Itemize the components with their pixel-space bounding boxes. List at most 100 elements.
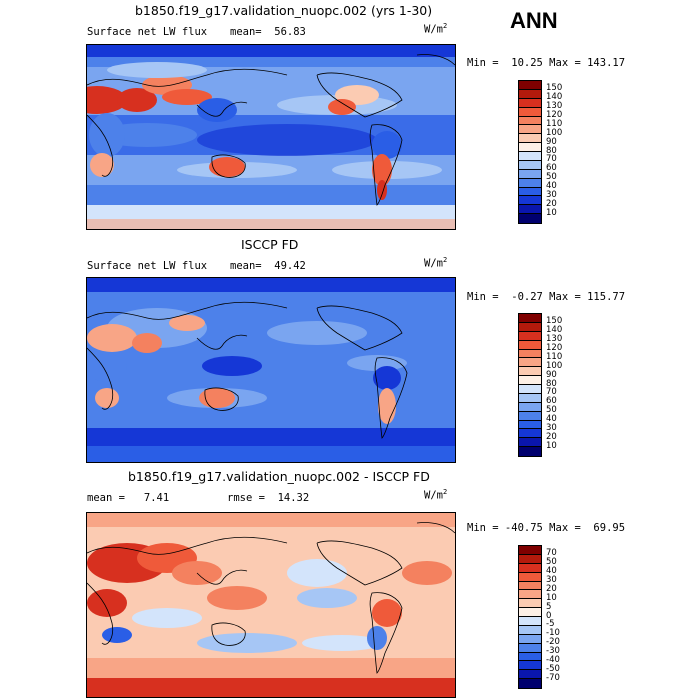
colorbar-tick-label: 30: [546, 575, 557, 585]
colorbar-box: [519, 402, 541, 412]
colorbar-tick-label: 140: [546, 92, 563, 103]
colorbar-box: [519, 581, 541, 591]
colorbar-tick-label: 140: [546, 325, 563, 336]
colorbar-tick-label: 100: [546, 360, 563, 371]
colorbar-box: [519, 187, 541, 197]
colorbar-box: [519, 625, 541, 635]
colorbar-box: [519, 178, 541, 188]
panel1-map: [86, 44, 456, 230]
colorbar-box: [519, 322, 541, 332]
colorbar-tick-label: 110: [546, 118, 563, 129]
colorbar-box: [519, 643, 541, 653]
colorbar-box: [519, 116, 541, 126]
colorbar-tick-label: 50: [546, 405, 557, 416]
colorbar-tick-label: 0: [546, 610, 552, 621]
colorbar-box: [519, 152, 541, 161]
colorbar-box: [519, 563, 541, 573]
colorbar-box: [519, 385, 541, 394]
panel3-colorbar: [518, 545, 542, 689]
colorbar-tick-label: 50: [546, 172, 557, 183]
colorbar-box: [519, 349, 541, 359]
colorbar-tick-label: 120: [546, 110, 563, 120]
colorbar-box: [519, 358, 541, 368]
colorbar-tick-label: 150: [546, 83, 563, 94]
colorbar-box: [519, 438, 541, 448]
colorbar-box: [519, 340, 541, 350]
panel3-units: W/m2: [424, 488, 448, 502]
colorbar-box: [519, 661, 541, 671]
colorbar-tick-label: 20: [546, 431, 557, 442]
colorbar-box: [519, 196, 541, 206]
colorbar-box: [519, 393, 541, 403]
colorbar-box: [519, 169, 541, 179]
colorbar-tick-label: 70: [546, 154, 557, 165]
colorbar-box: [519, 143, 541, 152]
panel1-field-label: Surface net LW flux: [87, 26, 208, 38]
colorbar-tick-label: 90: [546, 136, 557, 147]
colorbar-tick-label: 130: [546, 101, 563, 112]
colorbar-tick-label: -20: [546, 637, 560, 648]
panel1-mean-label: mean= 56.83: [230, 26, 306, 38]
colorbar-tick-label: 70: [546, 548, 557, 559]
panel2-map: [86, 277, 456, 463]
colorbar-tick-label: 70: [546, 387, 557, 398]
colorbar-tick-label: 40: [546, 181, 557, 191]
colorbar-box: [519, 652, 541, 662]
colorbar-box: [519, 160, 541, 170]
colorbar-tick-label: 110: [546, 351, 563, 362]
colorbar-box: [519, 599, 541, 609]
colorbar-box: [519, 314, 541, 323]
colorbar-tick-label: 90: [546, 369, 557, 380]
colorbar-box: [519, 214, 541, 223]
panel3-minmax: Min = -40.75 Max = 69.95: [467, 522, 626, 534]
colorbar-box: [519, 679, 541, 688]
colorbar-tick-label: 150: [546, 316, 563, 327]
colorbar-tick-label: 40: [546, 414, 557, 424]
panel3-rmse-label: rmse = 14.32: [227, 492, 310, 504]
colorbar-box: [519, 367, 541, 377]
colorbar-box: [519, 617, 541, 626]
colorbar-tick-label: -5: [546, 619, 555, 630]
panel3-title: b1850.f19_g17.validation_nuopc.002 - ISC…: [128, 469, 430, 484]
colorbar-tick-label: 30: [546, 422, 557, 433]
colorbar-tick-label: 130: [546, 334, 563, 345]
colorbar-tick-label: 100: [546, 127, 563, 138]
colorbar-box: [519, 670, 541, 680]
panel1-title: b1850.f19_g17.validation_nuopc.002 (yrs …: [135, 3, 433, 18]
colorbar-box: [519, 411, 541, 421]
colorbar-box: [519, 331, 541, 341]
panel2-mean-label: mean= 49.42: [230, 260, 306, 272]
colorbar-tick-label: 40: [546, 566, 557, 577]
colorbar-tick-label: -10: [546, 628, 560, 639]
colorbar-tick-label: 50: [546, 557, 557, 568]
panel2-minmax: Min = -0.27 Max = 115.77: [467, 291, 626, 303]
colorbar-box: [519, 205, 541, 215]
colorbar-box: [519, 107, 541, 117]
colorbar-box: [519, 376, 541, 385]
panel1-minmax: Min = 10.25 Max = 143.17: [467, 57, 626, 69]
colorbar-tick-label: 80: [546, 378, 557, 389]
colorbar-box: [519, 89, 541, 99]
colorbar-tick-label: -40: [546, 654, 560, 665]
panel1-colorbar: [518, 80, 542, 224]
colorbar-tick-label: 30: [546, 189, 557, 200]
panel3-map: [86, 512, 456, 698]
panel2-title: ISCCP FD: [241, 237, 299, 252]
colorbar-tick-label: -70: [546, 672, 560, 683]
colorbar-tick-label: 10: [546, 592, 557, 603]
panel1-units: W/m2: [424, 22, 448, 36]
colorbar-box: [519, 134, 541, 144]
panel2-field-label: Surface net LW flux: [87, 260, 208, 272]
colorbar-tick-label: 80: [546, 145, 557, 156]
colorbar-tick-label: 5: [546, 601, 552, 612]
colorbar-box: [519, 554, 541, 564]
colorbar-box: [519, 447, 541, 456]
panel3-mean-label: mean = 7.41: [87, 492, 170, 504]
panel2-colorbar: [518, 313, 542, 457]
colorbar-tick-label: 10: [546, 207, 557, 218]
colorbar-box: [519, 590, 541, 600]
colorbar-box: [519, 81, 541, 90]
season-label: ANN: [510, 8, 558, 33]
colorbar-tick-label: 120: [546, 343, 563, 353]
colorbar-tick-label: 20: [546, 198, 557, 209]
